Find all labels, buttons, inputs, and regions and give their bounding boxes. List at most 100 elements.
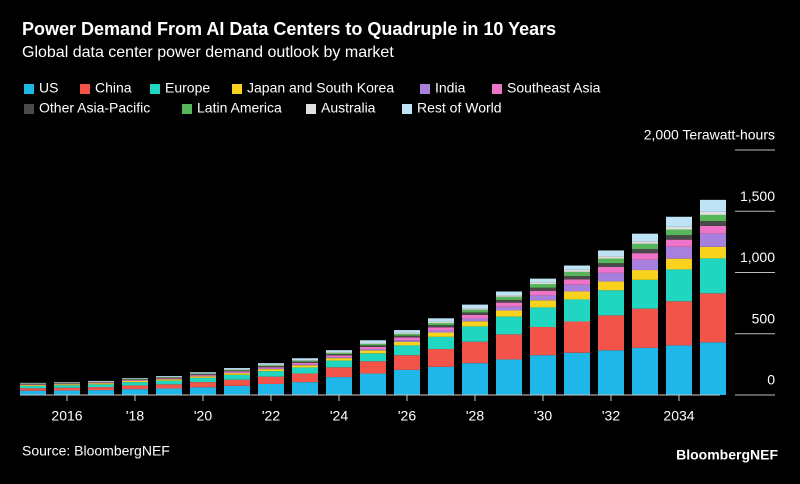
bar-segment (666, 345, 692, 395)
bar-segment (190, 374, 216, 376)
x-tick-label: 2016 (51, 408, 82, 424)
legend-swatch (24, 84, 34, 94)
bar-segment (462, 314, 488, 319)
bar-segment (496, 359, 522, 395)
bar-segment (156, 380, 182, 385)
bar-segment (666, 301, 692, 346)
chart-subtitle: Global data center power demand outlook … (22, 44, 394, 61)
bar-segment (360, 361, 386, 374)
bar-segment (292, 362, 318, 365)
bar-segment (156, 384, 182, 389)
bar-segment (326, 377, 352, 395)
legend-label: India (435, 80, 466, 96)
bar-segment (54, 384, 80, 386)
bar-segment (632, 243, 658, 249)
bar-segment (564, 352, 590, 395)
bar-segment (394, 337, 420, 341)
bar-segment (564, 291, 590, 300)
source: Source: BloombergNEF (22, 443, 170, 459)
bar-segment (530, 300, 556, 308)
bar-segment (700, 221, 726, 226)
bar-segment (428, 325, 454, 328)
bar-segment (394, 333, 420, 336)
bar-segment (224, 371, 250, 373)
bar-segment (394, 345, 420, 356)
bar-segment (190, 376, 216, 378)
bar-segment (666, 229, 692, 236)
bar-segment (360, 349, 386, 351)
legend-label: Southeast Asia (507, 80, 601, 96)
bar-segment (54, 385, 80, 388)
bar-segment (224, 374, 250, 380)
bar-segment (292, 364, 318, 366)
legend-swatch (420, 84, 430, 94)
bar-segment (666, 246, 692, 259)
bar-segment (598, 315, 624, 351)
bar-segment (700, 211, 726, 215)
bar-segment (54, 387, 80, 391)
bar-segment (700, 233, 726, 247)
bar-segment (326, 367, 352, 378)
bar-segment (224, 379, 250, 386)
bar-segment (632, 308, 658, 348)
bar-segment (258, 383, 284, 395)
bar-segment (122, 382, 148, 386)
legend-label: Other Asia-Pacific (39, 100, 150, 116)
bar-segment (598, 266, 624, 273)
bar-segment (258, 368, 284, 370)
bar-segment (258, 365, 284, 367)
legend-label: China (95, 80, 132, 96)
bar-segment (666, 258, 692, 270)
bar-segment (530, 282, 556, 285)
bar-segment (462, 308, 488, 310)
bar-segment (20, 390, 46, 395)
bar-segment (632, 241, 658, 244)
legend-swatch (80, 84, 90, 94)
bar-segment (496, 302, 522, 307)
bar-segment (462, 326, 488, 342)
bar-segment (632, 253, 658, 260)
bar-segment (700, 246, 726, 259)
bar-segment (156, 388, 182, 395)
bar-segment (428, 336, 454, 350)
bar-segment (326, 358, 352, 361)
bar-segment (122, 380, 148, 383)
bar-segment (326, 354, 352, 356)
x-tick-label: '20 (194, 408, 212, 424)
bar-segment (530, 295, 556, 301)
bar-segment (632, 259, 658, 271)
bar-segment (326, 352, 352, 355)
y-tick-label: 1,500 (740, 188, 775, 204)
chart-title: Power Demand From AI Data Centers to Qua… (22, 19, 556, 39)
bar-segment (428, 322, 454, 326)
bar-segment (190, 375, 216, 376)
bar-segment (122, 389, 148, 395)
bar-segment (224, 370, 250, 372)
bar-segment (428, 366, 454, 395)
bar-segment (292, 382, 318, 395)
x-tick-label: 2034 (663, 408, 694, 424)
bar-segment (462, 304, 488, 309)
bar-segment (428, 332, 454, 337)
bar-segment (632, 248, 658, 254)
bar-segment (292, 361, 318, 363)
bar-segment (428, 330, 454, 333)
bar-segment (462, 312, 488, 315)
bar-segment (428, 318, 454, 322)
bar-segment (564, 299, 590, 322)
bar-segment (700, 293, 726, 343)
bar-segment (258, 369, 284, 372)
bar-segment (360, 346, 386, 350)
legend-label: Rest of World (417, 100, 502, 116)
legend-swatch (150, 84, 160, 94)
brand: BloombergNEF (676, 447, 778, 463)
y-tick-label: 2,000 Terawatt-hours (644, 127, 775, 143)
legend-label: Australia (321, 100, 376, 116)
y-tick-label: 0 (767, 372, 775, 388)
bar-segment (394, 341, 420, 346)
legend-swatch (232, 84, 242, 94)
bar-segment (632, 270, 658, 280)
bar-segment (122, 385, 148, 390)
bar-segment (224, 368, 250, 370)
